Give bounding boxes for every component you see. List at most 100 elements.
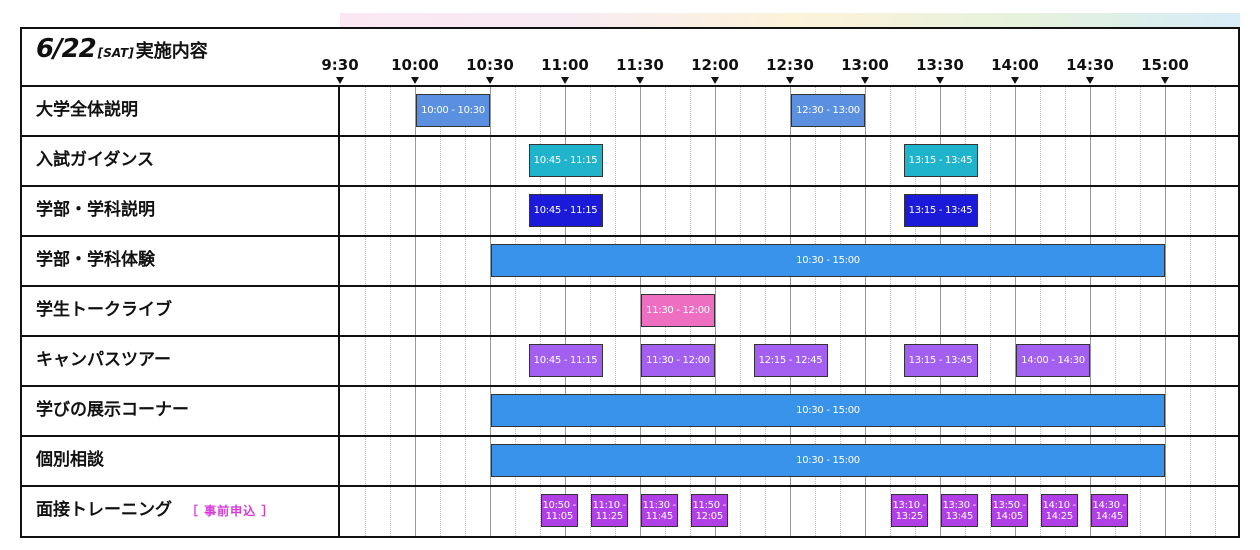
session-block[interactable]: 14:10 - 14:25 [1041,494,1078,527]
row-label-text: キャンパスツアー [36,350,171,370]
schedule-title: 6/22 [SAT] 実施内容 [36,34,208,64]
grid-line [390,87,391,536]
grid-line [740,87,741,536]
session-block[interactable]: 13:50 - 14:05 [991,494,1028,527]
row-separator [22,235,1238,237]
session-block[interactable]: 10:30 - 15:00 [491,394,1165,427]
session-block[interactable]: 10:45 - 11:15 [528,344,603,377]
grid-line [890,87,891,536]
grid-line [965,87,966,536]
row-label-text: 個別相談 [36,450,104,470]
row-separator [22,85,1238,87]
grid-line [765,87,766,536]
time-tick-marker [1011,77,1019,84]
session-block[interactable]: 10:30 - 15:00 [491,444,1165,477]
grid-line [615,87,616,536]
row-separator [22,485,1238,487]
session-block[interactable]: 11:30 - 11:45 [641,494,678,527]
row-label: 学生トークライブ [36,285,172,335]
grid-line [865,87,866,536]
session-block[interactable]: 13:30 - 13:45 [941,494,978,527]
row-label-text: 学びの展示コーナー [36,400,189,420]
row-label-text: 大学全体説明 [36,100,138,120]
session-block[interactable]: 13:15 - 13:45 [903,144,978,177]
session-block[interactable]: 13:15 - 13:45 [903,194,978,227]
row-separator [22,135,1238,137]
time-tick-marker [561,77,569,84]
session-block[interactable]: 14:00 - 14:30 [1016,344,1090,377]
row-separator [22,335,1238,337]
session-block[interactable]: 12:15 - 12:45 [753,344,828,377]
grid-line [1140,87,1141,536]
grid-line [1115,87,1116,536]
row-label: 学部・学科説明 [36,185,155,235]
session-block[interactable]: 10:50 - 11:05 [541,494,578,527]
grid-line [1165,87,1166,536]
row-label: キャンパスツアー [36,335,171,385]
time-label: 12:30 [766,56,814,74]
row-label: 大学全体説明 [36,85,138,135]
time-tick-marker [636,77,644,84]
time-tick-marker [711,77,719,84]
grid-line [440,87,441,536]
grid-line [1040,87,1041,536]
grid-line [940,87,941,536]
row-separator [22,385,1238,387]
session-block[interactable]: 11:10 - 11:25 [591,494,628,527]
time-label: 15:00 [1141,56,1189,74]
grid-line [915,87,916,536]
grid-line [990,87,991,536]
grid-line [540,87,541,536]
title-day-of-week: [SAT] [97,46,134,60]
session-block[interactable]: 11:30 - 12:00 [641,344,715,377]
session-block[interactable]: 10:45 - 11:15 [528,144,603,177]
row-label-text: 学部・学科説明 [36,200,155,220]
grid-line [640,87,641,536]
pre-registration-note: ［ 事前申込 ］ [186,504,275,518]
time-label: 9:30 [321,56,359,74]
session-block[interactable]: 12:30 - 13:00 [791,94,865,127]
title-label: 実施内容 [135,41,208,62]
grid-line [715,87,716,536]
grid-line [490,87,491,536]
time-tick-marker [486,77,494,84]
time-label: 10:30 [466,56,514,74]
time-tick-marker [936,77,944,84]
row-separator [22,285,1238,287]
row-label: 学部・学科体験 [36,235,155,285]
row-label-text: 学部・学科体験 [36,250,155,270]
row-separator [22,435,1238,437]
session-block[interactable]: 10:45 - 11:15 [528,194,603,227]
session-block[interactable]: 14:30 - 14:45 [1091,494,1128,527]
session-block[interactable]: 11:30 - 12:00 [641,294,715,327]
grid-line [515,87,516,536]
grid-line [815,87,816,536]
grid-line [1215,87,1216,536]
row-label: 入試ガイダンス [36,135,154,185]
row-separator [22,185,1238,187]
time-tick-marker [336,77,344,84]
grid-line [365,87,366,536]
row-label-text: 学生トークライブ [36,300,172,320]
time-label: 13:00 [841,56,889,74]
grid-line [415,87,416,536]
label-column-separator [338,85,340,538]
session-block[interactable]: 10:00 - 10:30 [416,94,490,127]
header-gradient-bar [340,13,1240,27]
time-label: 11:00 [541,56,589,74]
time-tick-marker [411,77,419,84]
grid-line [1015,87,1016,536]
grid-line [465,87,466,536]
session-block[interactable]: 10:30 - 15:00 [491,244,1165,277]
session-block[interactable]: 13:15 - 13:45 [903,344,978,377]
time-label: 11:30 [616,56,664,74]
grid-line [565,87,566,536]
time-label: 14:00 [991,56,1039,74]
row-label: 個別相談 [36,435,104,485]
row-label-text: 入試ガイダンス [36,150,154,170]
time-label: 13:30 [916,56,964,74]
session-block[interactable]: 11:50 - 12:05 [691,494,728,527]
time-label: 12:00 [691,56,739,74]
session-block[interactable]: 13:10 - 13:25 [891,494,928,527]
